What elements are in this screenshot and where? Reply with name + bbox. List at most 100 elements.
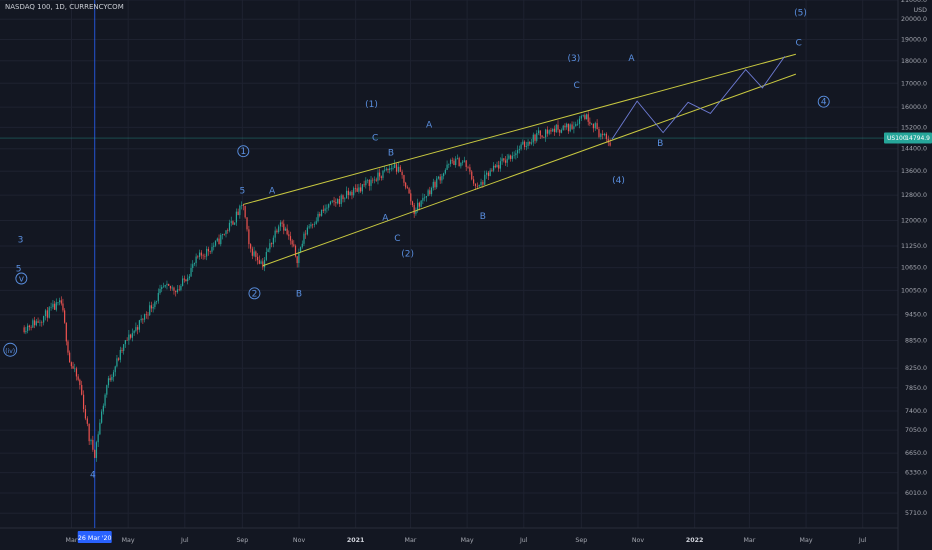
candle (496, 161, 498, 168)
wave-label: 1 (237, 145, 250, 157)
candle (594, 121, 596, 131)
candle (562, 124, 564, 131)
candle-body (328, 204, 330, 208)
wave-label-text: B (388, 149, 394, 159)
candle (408, 187, 410, 194)
candle (471, 170, 473, 181)
date-tag-text: 26 Mar '20 (78, 535, 112, 542)
candle (385, 167, 387, 172)
candle (155, 300, 158, 305)
candle-body (104, 394, 106, 406)
candle-body (480, 181, 482, 186)
candle-body (584, 115, 586, 120)
candle (313, 221, 316, 228)
candle-body (534, 134, 536, 141)
candle-body (171, 287, 173, 289)
candle-body (37, 321, 39, 323)
candle-body (147, 314, 149, 316)
candle-body (322, 209, 324, 211)
candle (143, 313, 146, 323)
candle (415, 207, 417, 216)
candle (518, 145, 520, 154)
candle-body (429, 190, 431, 195)
candle (342, 194, 344, 203)
candle (209, 250, 211, 255)
candle-body (555, 124, 557, 133)
candle-body (548, 130, 550, 134)
candle (489, 168, 491, 177)
candle-body (312, 224, 314, 226)
candle-body (30, 327, 32, 328)
candle (511, 151, 513, 162)
candle (296, 256, 298, 268)
candle (571, 121, 573, 131)
candle (37, 317, 39, 323)
candle-body (242, 205, 244, 206)
candle (429, 186, 431, 196)
wave-label-text: (5) (794, 8, 807, 18)
wave-label: B (296, 289, 302, 299)
candle (220, 233, 222, 247)
candle-body (306, 227, 308, 235)
candle (214, 240, 217, 248)
candle (532, 132, 534, 147)
candle (517, 145, 519, 159)
candle (133, 329, 135, 336)
candle-body (118, 358, 120, 360)
candle (301, 240, 303, 249)
wave-label: B (657, 139, 663, 149)
candle (176, 285, 179, 294)
channel-upper-line (243, 53, 796, 205)
wave-label: 2 (248, 287, 261, 299)
candle (35, 319, 37, 327)
candle (308, 224, 310, 230)
candle (373, 176, 376, 184)
candle-body (578, 118, 581, 124)
candle (197, 255, 199, 259)
candle (106, 384, 108, 398)
candle-body (296, 256, 298, 264)
candle (223, 233, 225, 236)
candle (94, 449, 96, 459)
candle (114, 365, 116, 377)
candle (293, 240, 295, 248)
candle-body (214, 240, 217, 246)
candle (513, 151, 515, 159)
candle (59, 297, 61, 306)
candle-body (399, 166, 401, 172)
candle-body (119, 349, 121, 360)
candle-body (173, 287, 175, 291)
candle-body (60, 300, 62, 304)
candle-body (430, 187, 433, 195)
candle-body (185, 279, 187, 282)
candle (492, 162, 495, 173)
candle (242, 203, 244, 211)
candle-body (347, 190, 349, 195)
candle-body (474, 183, 477, 186)
candle (432, 178, 434, 191)
candle (43, 315, 45, 326)
wave-label-circle (3, 342, 18, 357)
candle (484, 170, 486, 186)
candle-body (527, 142, 529, 147)
candle-body (111, 376, 113, 380)
wave-label: 5 (240, 187, 246, 197)
candle-body (313, 223, 316, 225)
candle-body (331, 200, 333, 202)
candle-body (135, 327, 137, 331)
wave-label-text: v (19, 275, 25, 285)
candle (420, 200, 422, 208)
candle-body (39, 322, 41, 323)
candle-body (315, 221, 317, 224)
candle-body (553, 128, 556, 133)
candle-body (432, 181, 434, 188)
candle-body (92, 439, 94, 450)
candle-body (99, 422, 101, 435)
candle-body (301, 243, 303, 248)
candle-body (164, 284, 166, 287)
candle (503, 158, 505, 163)
candle (67, 339, 69, 356)
candle (322, 205, 324, 214)
